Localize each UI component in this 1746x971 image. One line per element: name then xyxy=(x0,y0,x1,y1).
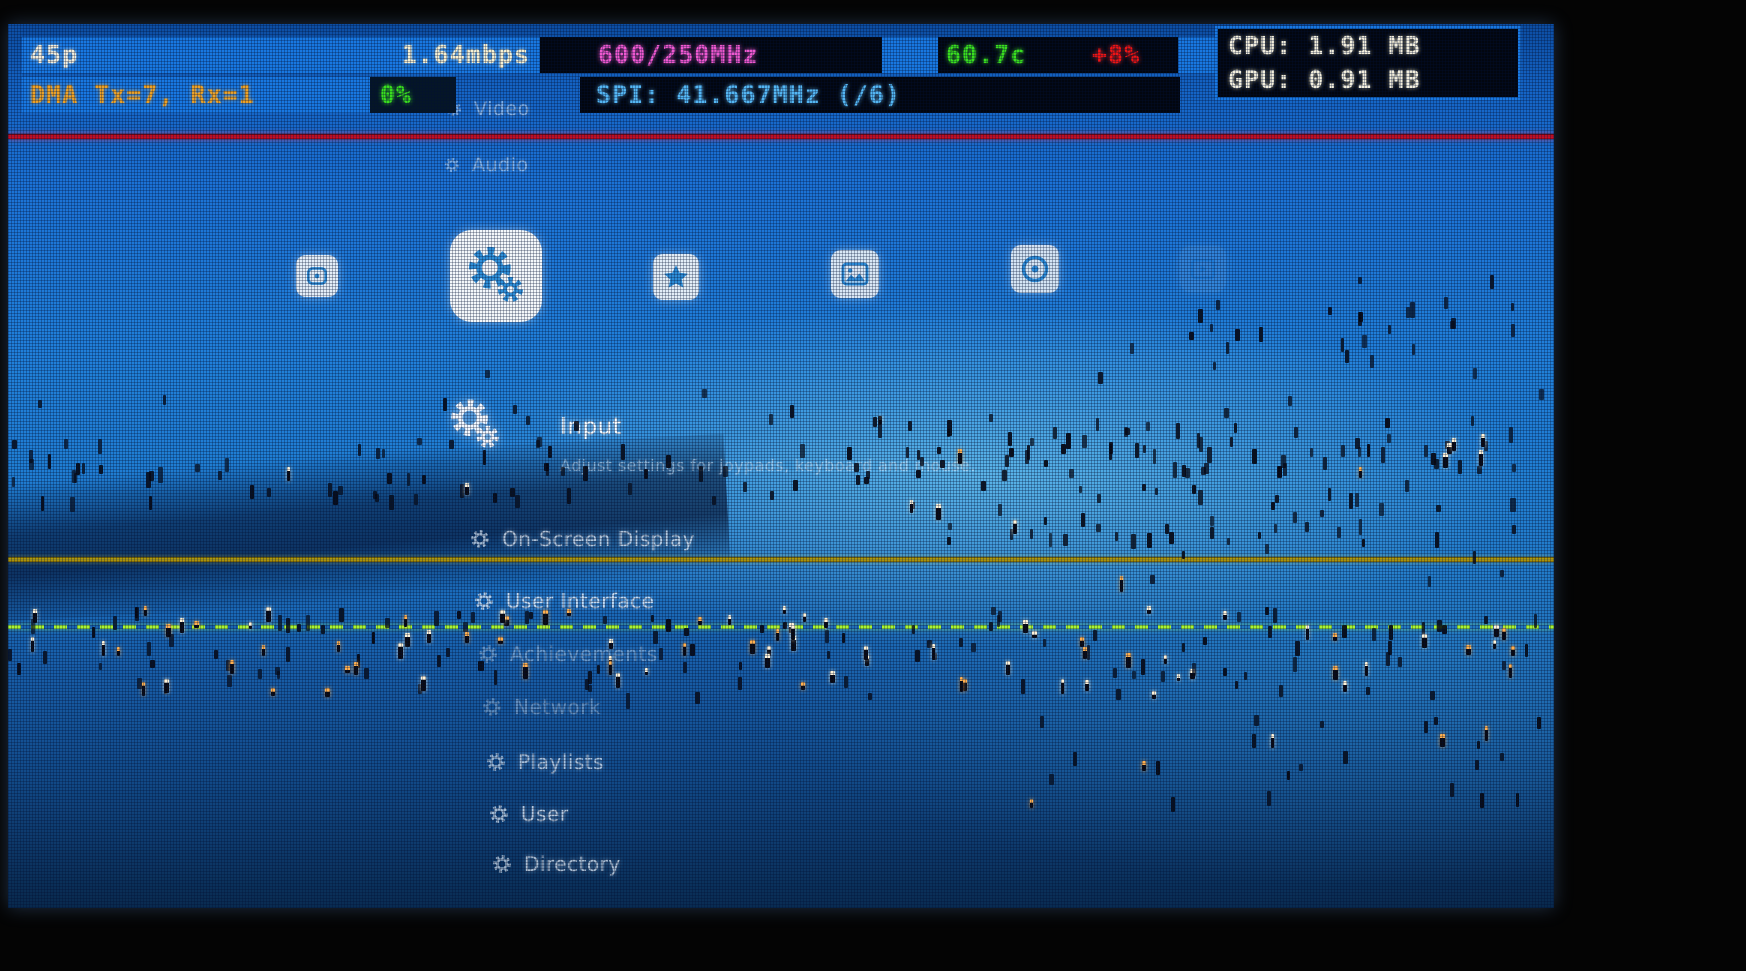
tab-music[interactable] xyxy=(1011,245,1059,293)
main-menu-icon xyxy=(307,267,327,285)
menu-item-video[interactable]: Video xyxy=(446,98,530,120)
gear-icon xyxy=(444,157,460,173)
menu-item-label: Audio xyxy=(472,154,529,176)
menu-item-label: User Interface xyxy=(506,589,655,613)
gpu-memory-value: GPU: 0.91 MB xyxy=(1228,65,1421,94)
gear-icon xyxy=(489,804,509,824)
red-scan-line xyxy=(8,134,1554,139)
menu-item-label: Achievements xyxy=(510,642,658,666)
gear-icon xyxy=(492,854,512,874)
cpu-memory-value: CPU: 1.91 MB xyxy=(1228,31,1421,60)
videos-icon xyxy=(1191,259,1215,279)
menu-item-label: Network xyxy=(514,695,602,719)
tab-favorites[interactable] xyxy=(653,254,699,300)
dma-status: DMA Tx=7, Rx=1 xyxy=(22,77,378,113)
settings-icon xyxy=(468,246,524,302)
gear-icon xyxy=(482,697,502,717)
stats-spacer xyxy=(882,37,938,73)
menu-item-audio[interactable]: Audio xyxy=(444,154,529,176)
temperature-value: 60.7c xyxy=(938,37,1096,73)
lcd-screen: Video Audio xyxy=(8,24,1554,908)
menu-item-label: On-Screen Display xyxy=(502,527,695,551)
bitrate-value: 1.64mbps xyxy=(110,37,540,73)
spi-clock-value: SPI: 41.667MHz (/6) xyxy=(580,77,1180,113)
fps-counter: 45p xyxy=(22,37,118,73)
menu-item-on-screen-display[interactable]: On-Screen Display xyxy=(470,527,695,551)
tab-videos[interactable] xyxy=(1180,246,1226,292)
dma-load-value: 0% xyxy=(370,77,456,113)
menu-item-playlists[interactable]: Playlists xyxy=(486,750,604,774)
stats-spacer xyxy=(1178,37,1215,73)
menu-item-achievements[interactable]: Achievements xyxy=(478,642,658,666)
yellow-scan-line xyxy=(8,557,1554,562)
menu-item-label: Playlists xyxy=(518,750,605,774)
cpu-usage-value: +8% xyxy=(1088,37,1182,73)
tab-images[interactable] xyxy=(831,250,879,298)
selected-item-label: Input xyxy=(560,414,623,440)
selected-item-sublabel: Adjust settings for joypads, keyboard an… xyxy=(560,456,976,475)
memory-box: CPU: 1.91 MB GPU: 0.91 MB xyxy=(1215,26,1521,100)
music-icon xyxy=(1021,255,1049,283)
menu-item-directory[interactable]: Directory xyxy=(492,852,621,876)
favorites-star-icon xyxy=(664,265,688,288)
clock-value: 600/250MHz xyxy=(540,37,940,73)
menu-item-label: Video xyxy=(474,98,530,120)
gear-icon xyxy=(486,752,506,772)
gears-icon xyxy=(451,399,499,448)
menu-item-label: User xyxy=(521,802,569,826)
gear-icon xyxy=(470,529,490,549)
green-dashed-line xyxy=(8,625,1554,629)
tab-main-menu[interactable] xyxy=(296,255,338,297)
gear-icon xyxy=(478,644,498,664)
menu-item-user-interface[interactable]: User Interface xyxy=(474,589,654,613)
menu-item-user[interactable]: User xyxy=(489,802,569,826)
images-icon xyxy=(841,262,869,286)
tab-settings[interactable] xyxy=(450,230,542,322)
menu-item-label: Directory xyxy=(524,852,621,876)
menu-item-network[interactable]: Network xyxy=(482,695,601,719)
gear-icon xyxy=(474,591,494,611)
